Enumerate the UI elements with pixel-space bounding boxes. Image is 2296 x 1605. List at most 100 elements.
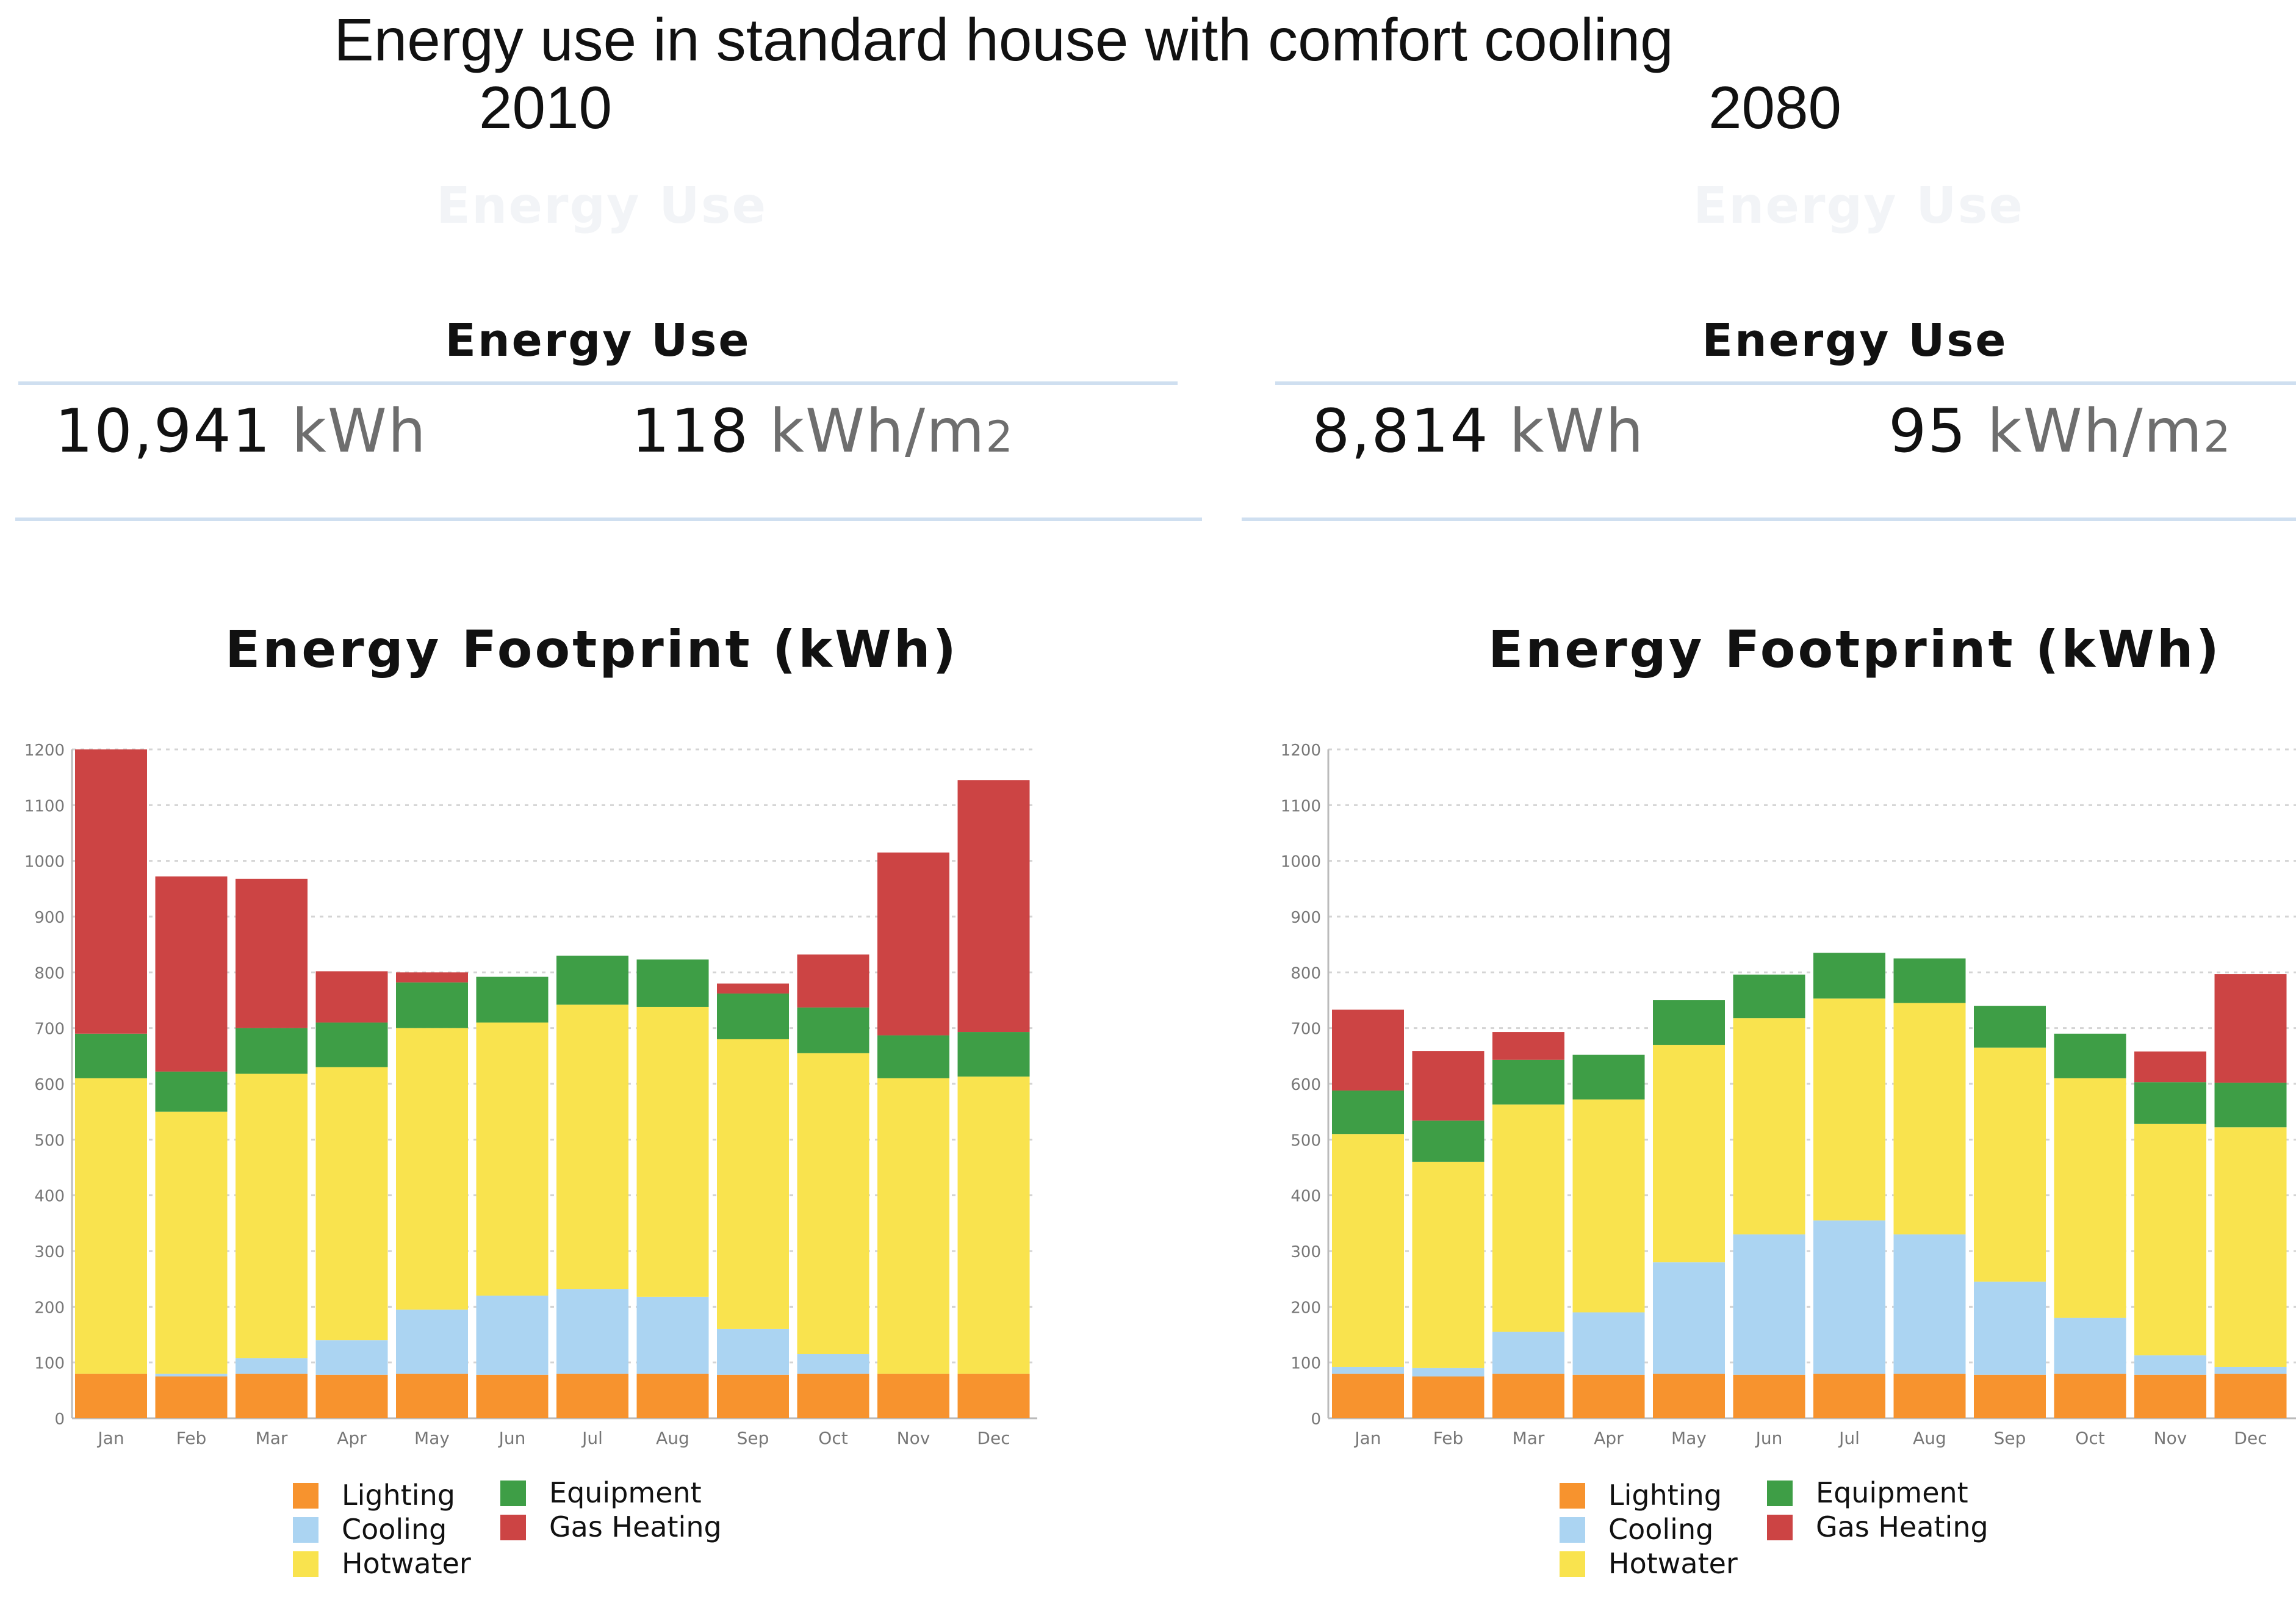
bar-segment-gas-heating [236, 878, 308, 1028]
chart-title-2010: Energy Footprint (kWh) [225, 619, 959, 679]
main-title: Energy use in standard house with comfor… [334, 6, 1674, 73]
bar-segment-hotwater [877, 1078, 949, 1374]
area-energy-value: 118 [632, 397, 750, 466]
y-tick-label: 700 [34, 1020, 65, 1039]
legend-swatch-gas-heating [500, 1515, 526, 1540]
bar-segment-hotwater [2134, 1124, 2206, 1355]
legend-swatch-equipment [500, 1481, 526, 1506]
bar-segment-gas-heating [396, 972, 468, 983]
bar-segment-equipment [1813, 953, 1885, 999]
x-tick-label: Jan [1353, 1428, 1381, 1448]
year-label-2010: 2010 [479, 74, 613, 141]
bar-segment-hotwater [636, 1006, 709, 1297]
bar-segment-cooling [556, 1289, 628, 1374]
x-tick-label: May [414, 1428, 450, 1448]
x-tick-label: Apr [337, 1428, 367, 1448]
bar-segment-lighting [636, 1373, 709, 1418]
bar-segment-equipment [2054, 1033, 2126, 1078]
bar-segment-hotwater [476, 1022, 549, 1296]
bar-segment-cooling [1893, 1234, 1966, 1374]
y-tick-label: 1200 [24, 741, 65, 760]
y-tick-label: 200 [34, 1299, 65, 1317]
x-tick-label: Dec [2234, 1428, 2267, 1448]
y-tick-label: 500 [1290, 1131, 1321, 1150]
bar-segment-gas-heating [957, 780, 1030, 1033]
bar-segment-equipment [1412, 1120, 1484, 1162]
bar-segment-equipment [476, 976, 549, 1023]
x-tick-label: Feb [1433, 1428, 1464, 1448]
x-tick-label: Mar [256, 1428, 288, 1448]
bar-segment-lighting [1974, 1374, 2046, 1418]
x-tick-label: May [1671, 1428, 1707, 1448]
x-tick-label: Oct [818, 1428, 848, 1448]
bar-segment-gas-heating [315, 971, 388, 1023]
bar-segment-gas-heating [155, 876, 228, 1072]
divider-bottom-2010 [15, 518, 1202, 521]
bar-segment-lighting [1492, 1373, 1564, 1418]
x-tick-label: Aug [1913, 1428, 1946, 1448]
area-energy-value: 95 [1888, 397, 1967, 466]
bar-segment-cooling [1332, 1366, 1404, 1374]
energy-use-title-2010: Energy Use [445, 314, 751, 367]
legend-label: Equipment [549, 1476, 702, 1509]
divider-top-2010 [18, 381, 1178, 385]
bar-segment-cooling [717, 1329, 789, 1375]
legend-swatch-lighting [293, 1483, 318, 1509]
x-tick-label: Sep [737, 1428, 769, 1448]
y-tick-label: 600 [34, 1076, 65, 1094]
bar-segment-equipment [1653, 1000, 1725, 1045]
bar-segment-cooling [476, 1296, 549, 1375]
bar-segment-lighting [957, 1373, 1030, 1418]
y-tick-label: 500 [34, 1131, 65, 1150]
bar-segment-lighting [556, 1373, 628, 1418]
bar-segment-cooling [2134, 1355, 2206, 1375]
bar-segment-equipment [396, 982, 468, 1028]
bar-segment-lighting [75, 1373, 147, 1418]
y-tick-label: 1200 [1281, 741, 1321, 760]
bar-segment-equipment [877, 1035, 949, 1078]
bar-segment-hotwater [1572, 1099, 1645, 1313]
bar-segment-hotwater [1412, 1161, 1484, 1368]
legend-swatch-equipment [1767, 1481, 1793, 1506]
bar-segment-cooling [1813, 1220, 1885, 1374]
y-tick-label: 1100 [24, 797, 65, 815]
y-tick-label: 800 [1290, 964, 1321, 983]
faded-energy-use-title-2010: Energy Use [436, 177, 768, 235]
bar-segment-cooling [1412, 1368, 1484, 1377]
bar-segment-lighting [2214, 1373, 2287, 1418]
bar-segment-gas-heating [717, 983, 789, 994]
bar-segment-lighting [1332, 1373, 1404, 1418]
bar-segment-equipment [2134, 1082, 2206, 1124]
legend-swatch-cooling [1560, 1517, 1585, 1543]
bar-segment-hotwater [2054, 1078, 2126, 1318]
bar-segment-lighting [717, 1374, 789, 1418]
bar-segment-cooling [1733, 1234, 1805, 1375]
legend-label: Lighting [342, 1479, 455, 1512]
area-energy-unit: kWh/m2 [1987, 397, 2232, 466]
legend-swatch-hotwater [1560, 1551, 1585, 1577]
legend-label: Gas Heating [549, 1510, 722, 1543]
total-energy-2080: 8,814 kWh [1312, 397, 1644, 466]
y-tick-label: 600 [1290, 1076, 1321, 1094]
bar-segment-cooling [1974, 1282, 2046, 1375]
bar-segment-cooling [1653, 1262, 1725, 1374]
bar-segment-hotwater [155, 1111, 228, 1374]
bar-segment-gas-heating [2134, 1051, 2206, 1083]
total-energy-value: 10,941 [55, 397, 272, 466]
year-label-2080: 2080 [1708, 74, 1842, 141]
bar-segment-hotwater [236, 1073, 308, 1358]
bar-segment-gas-heating [877, 852, 949, 1036]
total-energy-unit: kWh [292, 397, 427, 466]
y-tick-label: 100 [34, 1355, 65, 1373]
bar-segment-cooling [1572, 1312, 1645, 1375]
y-tick-label: 100 [1290, 1355, 1321, 1373]
legend-label: Cooling [342, 1513, 447, 1546]
bar-segment-lighting [1813, 1373, 1885, 1418]
bar-segment-cooling [2214, 1366, 2287, 1374]
bar-segment-lighting [396, 1373, 468, 1418]
bar-segment-lighting [1572, 1374, 1645, 1418]
bar-segment-cooling [155, 1373, 228, 1377]
chart-title-2080: Energy Footprint (kWh) [1488, 619, 2222, 679]
